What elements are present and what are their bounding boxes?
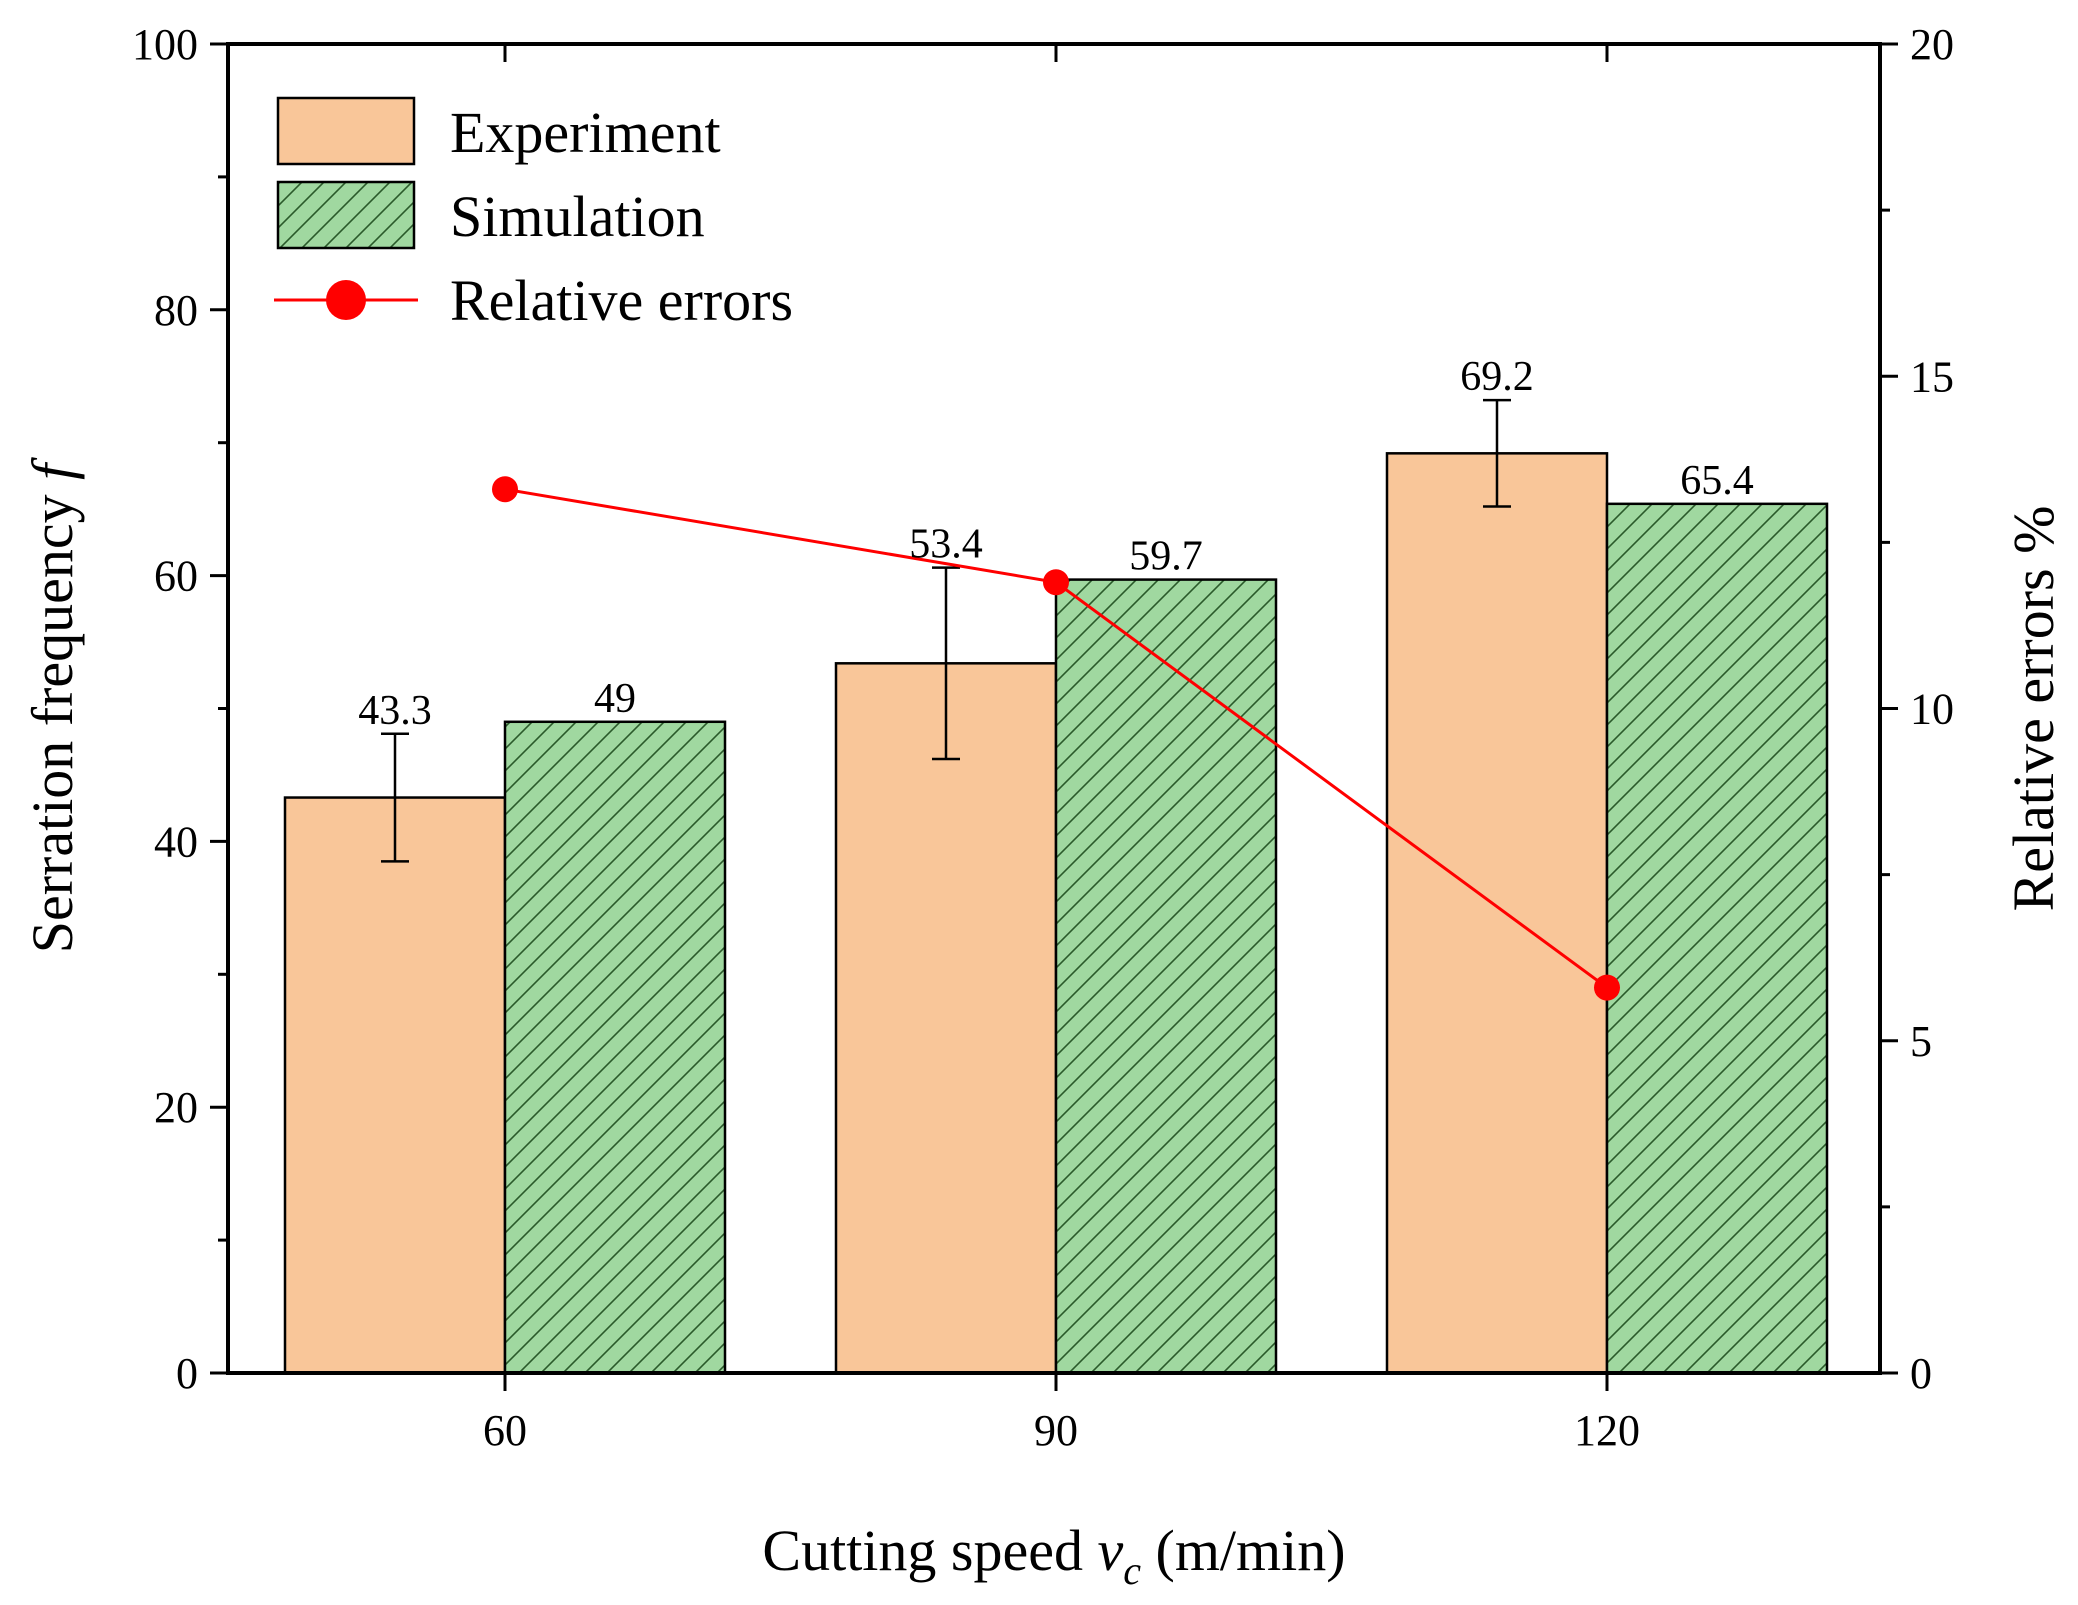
bars-layer	[283, 452, 1829, 1375]
simulation-data-label: 49	[594, 676, 636, 722]
y-tick-label: 60	[154, 552, 198, 601]
legend-swatch-simulation	[276, 180, 416, 250]
y2-axis-title: Relative errors %	[2001, 506, 2066, 912]
y-tick-label: 20	[154, 1083, 198, 1132]
legend: Experiment Simulation Relative errors	[274, 96, 793, 333]
relative-errors-line-layer	[492, 476, 1620, 1001]
experiment-data-label: 43.3	[358, 688, 432, 734]
y2-tick-label: 5	[1910, 1017, 1932, 1066]
x-tick-label: 90	[1034, 1406, 1078, 1455]
simulation-bar	[1605, 502, 1829, 1375]
right-axis-ticks: 0 5 10 15 20	[1880, 20, 1954, 1398]
simulation-bar	[1054, 578, 1278, 1375]
experiment-bar	[283, 796, 507, 1375]
y-axis-title-variable: f	[20, 457, 85, 480]
legend-swatch-relative-errors-marker	[326, 280, 366, 320]
legend-label-relative-errors: Relative errors	[450, 268, 793, 333]
legend-label-simulation: Simulation	[450, 184, 705, 249]
errorbars-layer	[381, 398, 1511, 863]
data-labels-layer: 43.3 49 53.4 59.7 69.2 65.4	[358, 354, 1754, 734]
left-axis-ticks: 0 20 40 60 80 100	[132, 20, 228, 1398]
x-axis-title-variable: v	[1097, 1518, 1123, 1583]
x-axis-title-subscript: c	[1123, 1548, 1141, 1593]
experiment-data-label: 69.2	[1460, 354, 1534, 400]
x-axis-ticks: 60 90 120	[483, 44, 1640, 1455]
relative-errors-point	[1043, 569, 1069, 596]
x-axis-title: Cutting speed vc (m/min)	[762, 1518, 1345, 1593]
y-tick-label: 0	[176, 1349, 198, 1398]
y-axis-title-main: Serration frequency	[20, 480, 85, 953]
x-tick-label: 120	[1574, 1406, 1640, 1455]
relative-errors-point	[492, 476, 518, 503]
y2-tick-label: 20	[1910, 20, 1954, 69]
y-tick-label: 100	[132, 20, 198, 69]
simulation-data-label: 65.4	[1680, 458, 1754, 504]
y2-tick-label: 10	[1910, 685, 1954, 734]
simulation-bar	[503, 720, 727, 1375]
relative-errors-point	[1594, 974, 1620, 1001]
x-axis-title-main: Cutting speed	[762, 1518, 1097, 1583]
y-tick-label: 80	[154, 286, 198, 335]
legend-label-experiment: Experiment	[450, 100, 721, 165]
x-axis-title-unit: (m/min)	[1141, 1518, 1346, 1583]
y2-tick-label: 0	[1910, 1349, 1932, 1398]
experiment-bar	[1385, 452, 1609, 1375]
simulation-data-label: 59.7	[1129, 534, 1203, 580]
y2-tick-label: 15	[1910, 352, 1954, 401]
y-tick-label: 40	[154, 817, 198, 866]
x-tick-label: 60	[483, 1406, 527, 1455]
experiment-bar	[834, 662, 1058, 1375]
experiment-data-label: 53.4	[909, 522, 983, 568]
legend-swatch-experiment	[276, 96, 416, 166]
y-axis-title: Serration frequency f	[20, 457, 85, 953]
